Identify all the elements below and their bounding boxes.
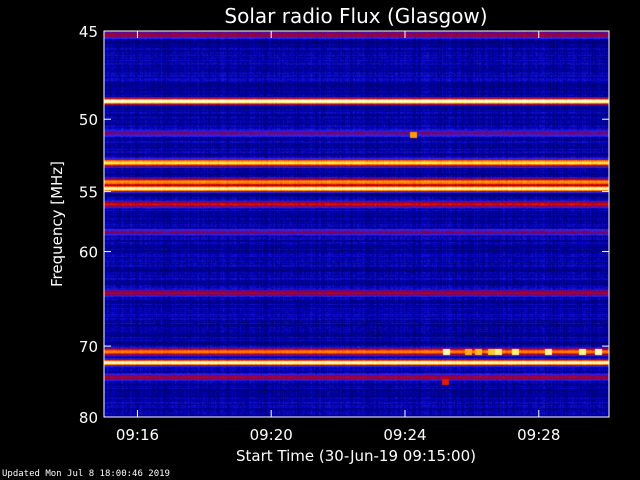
x-tick-label: 09:20 <box>250 426 293 444</box>
y-tick-label: 60 <box>79 244 98 262</box>
chart-title: Solar radio Flux (Glasgow) <box>224 4 487 28</box>
plot-frame <box>103 30 610 418</box>
x-tick-label: 09:28 <box>517 426 560 444</box>
x-tick-label: 09:24 <box>383 426 426 444</box>
y-axis: 45 50 55 60 70 80 <box>79 23 609 427</box>
spectrogram-heatmap <box>104 31 609 417</box>
x-axis-label: Start Time (30-Jun-19 09:15:00) <box>236 447 476 465</box>
x-tick-label: 09:16 <box>116 426 159 444</box>
updated-timestamp: Updated Mon Jul 8 18:00:46 2019 <box>2 469 170 479</box>
y-tick-label: 45 <box>79 23 98 41</box>
x-axis: 09:16 09:20 09:24 09:28 <box>116 31 560 444</box>
y-tick-label: 70 <box>79 338 98 356</box>
y-tick-label: 80 <box>79 409 98 427</box>
y-axis-label: Frequency [MHz] <box>48 161 66 287</box>
plot-area <box>103 30 610 418</box>
y-tick-label: 50 <box>79 111 98 129</box>
y-tick-label: 55 <box>79 183 98 201</box>
